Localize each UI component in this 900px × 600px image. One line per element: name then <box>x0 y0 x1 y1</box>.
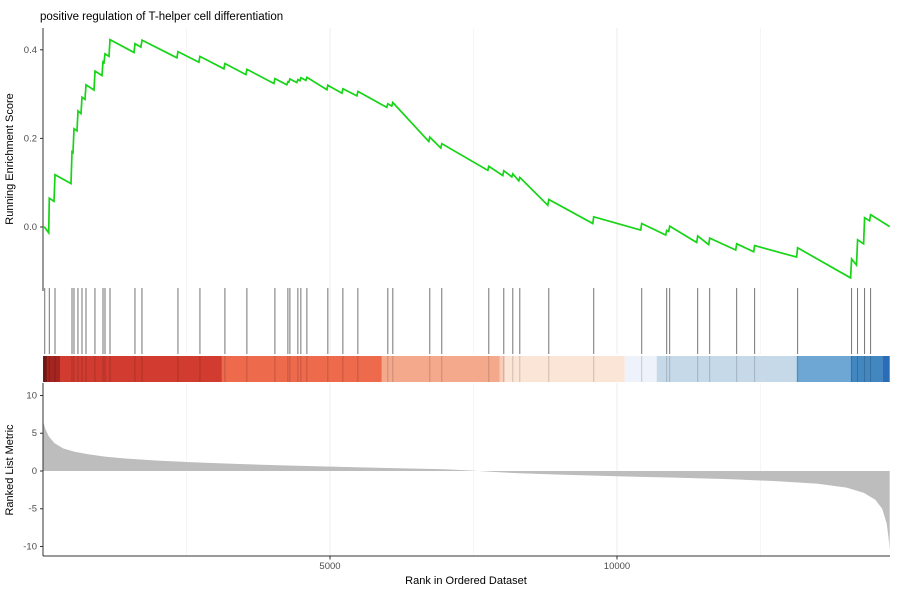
metric-ytick-label: 10 <box>26 391 37 402</box>
colorbar-segment <box>47 356 60 382</box>
colorbar-segment <box>504 356 625 382</box>
plot-title: positive regulation of T-helper cell dif… <box>40 11 283 23</box>
gene-hit-ticks-panel <box>44 288 872 354</box>
rank-colorbar-hit-overlay <box>44 356 872 382</box>
metric-y-axis-title: Ranked List Metric <box>4 424 16 516</box>
xtick-label: 10000 <box>604 561 630 572</box>
running-es-panel: 0.4 0.2 0.0 Running Enrichment Score <box>4 28 891 291</box>
x-axis-title: Rank in Ordered Dataset <box>405 575 527 587</box>
running-es-curve <box>42 38 891 280</box>
colorbar-segment <box>656 356 797 382</box>
xtick-label: 5000 <box>319 561 340 572</box>
ranked-metric-panel: 10 5 0 -5 -10 Ranked List Metric 5000 10… <box>4 383 890 587</box>
es-y-axis-title: Running Enrichment Score <box>4 93 16 224</box>
colorbar-segment <box>499 356 505 382</box>
colorbar-segment <box>882 356 890 382</box>
metric-ytick-label: 5 <box>32 428 37 439</box>
colorbar-segment <box>850 356 883 382</box>
es-ytick-label: 0.0 <box>24 222 37 233</box>
es-ytick-label: 0.4 <box>24 45 37 56</box>
colorbar-segment <box>59 356 222 382</box>
es-ytick-label: 0.2 <box>24 134 37 145</box>
es-curve-line <box>42 38 891 280</box>
rank-colorbar <box>43 356 890 382</box>
colorbar-segment <box>43 356 48 382</box>
metric-ytick-label: -5 <box>29 504 37 515</box>
colorbar-segment <box>796 356 851 382</box>
colorbar-segment <box>221 356 382 382</box>
colorbar-segment <box>381 356 500 382</box>
metric-ytick-label: 0 <box>32 466 37 477</box>
metric-ytick-label: -10 <box>23 542 37 553</box>
colorbar-segment <box>624 356 657 382</box>
